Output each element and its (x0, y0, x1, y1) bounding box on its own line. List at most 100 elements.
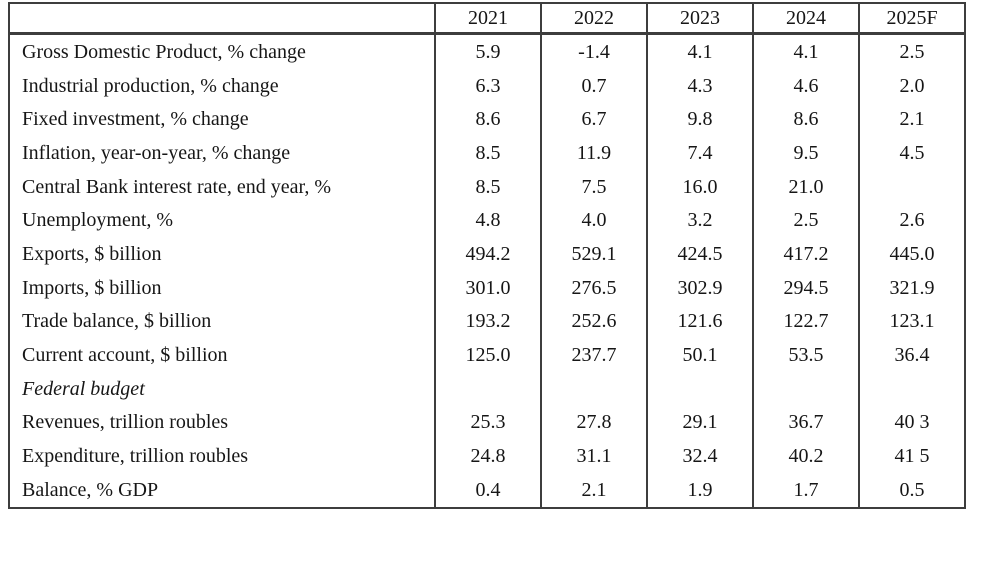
cell-value: 445.0 (858, 237, 965, 271)
table-row-exports: Exports, $ billion 494.2 529.1 424.5 417… (9, 237, 965, 271)
header-empty-cell (9, 3, 435, 35)
cell-value: 25.3 (434, 405, 541, 440)
cell-value (858, 371, 965, 406)
table-row-industrial-production: Industrial production, % change 6.3 0.7 … (9, 68, 965, 103)
cell-value: 294.5 (752, 270, 859, 305)
cell-value: 417.2 (752, 237, 859, 271)
cell-value: 424.5 (646, 237, 753, 271)
row-label: Trade balance, $ billion (22, 310, 212, 333)
cell-value: 24.8 (434, 439, 541, 473)
cell-value: 41 5 (858, 439, 965, 473)
cell-value: 1.7 (752, 472, 859, 508)
table-row-expenditure: Expenditure, trillion roubles 24.8 31.1 … (9, 439, 965, 473)
table-row-revenues: Revenues, trillion roubles 25.3 27.8 29.… (9, 405, 965, 440)
cell-value: 122.7 (752, 304, 859, 339)
row-label: Industrial production, % change (22, 74, 279, 97)
cell-value: 121.6 (646, 304, 753, 339)
table-row-imports: Imports, $ billion 301.0 276.5 302.9 294… (9, 270, 965, 305)
table-row-federal-budget-section: Federal budget (9, 371, 965, 406)
row-label: Gross Domestic Product, % change (22, 40, 306, 63)
cell-value: 50.1 (646, 338, 753, 372)
table-row-current-account: Current account, $ billion 125.0 237.7 5… (9, 338, 965, 372)
table-row-gdp: Gross Domestic Product, % change 5.9 -1.… (9, 33, 965, 69)
cell-value: 276.5 (540, 270, 647, 305)
row-label: Inflation, year-on-year, % change (22, 141, 291, 164)
row-label: Unemployment, % (22, 209, 174, 232)
row-label: Revenues, trillion roubles (22, 411, 229, 434)
cell-value: 4.0 (540, 203, 647, 238)
cell-value: 4.8 (434, 203, 541, 238)
cell-value: 123.1 (858, 304, 965, 339)
row-label: Fixed investment, % change (22, 108, 249, 131)
row-label: Central Bank interest rate, end year, % (22, 175, 332, 198)
cell-value: 5.9 (434, 33, 541, 69)
cell-value: 40 3 (858, 405, 965, 440)
cell-value: 16.0 (646, 169, 753, 204)
column-header-2021: 2021 (434, 3, 541, 35)
cell-value: 2.5 (752, 203, 859, 238)
cell-value: -1.4 (540, 33, 647, 69)
row-label: Balance, % GDP (22, 478, 159, 501)
cell-value: 302.9 (646, 270, 753, 305)
row-label: Expenditure, trillion roubles (22, 445, 249, 468)
row-label: Federal budget (22, 377, 145, 400)
row-label: Current account, $ billion (22, 344, 228, 367)
cell-value: 0.5 (858, 472, 965, 508)
cell-value: 4.1 (646, 33, 753, 69)
cell-value: 40.2 (752, 439, 859, 473)
table-row-central-bank-rate: Central Bank interest rate, end year, % … (9, 169, 965, 204)
cell-value: 4.6 (752, 68, 859, 103)
cell-value: 8.6 (752, 102, 859, 137)
cell-value: 21.0 (752, 169, 859, 204)
cell-value: 2.6 (858, 203, 965, 238)
cell-value: 494.2 (434, 237, 541, 271)
cell-value: 125.0 (434, 338, 541, 372)
cell-value: 4.5 (858, 136, 965, 170)
cell-value: 29.1 (646, 405, 753, 440)
cell-value: 2.5 (858, 33, 965, 69)
cell-value: 9.5 (752, 136, 859, 170)
table-row-fixed-investment: Fixed investment, % change 8.6 6.7 9.8 8… (9, 102, 965, 137)
cell-value: 237.7 (540, 338, 647, 372)
cell-value: 6.7 (540, 102, 647, 137)
cell-value: 301.0 (434, 270, 541, 305)
header-row: 2021 2022 2023 2024 2025F (9, 3, 965, 35)
cell-value (646, 371, 753, 406)
cell-value: 6.3 (434, 68, 541, 103)
cell-value: 3.2 (646, 203, 753, 238)
cell-value: 1.9 (646, 472, 753, 508)
cell-value: 321.9 (858, 270, 965, 305)
table-row-inflation: Inflation, year-on-year, % change 8.5 11… (9, 136, 965, 170)
economic-indicators-table: 2021 2022 2023 2024 2025F Gross Domestic… (8, 2, 966, 509)
cell-value: 8.6 (434, 102, 541, 137)
column-header-2022: 2022 (540, 3, 647, 35)
table-row-balance-gdp: Balance, % GDP 0.4 2.1 1.9 1.7 0.5 (9, 472, 965, 508)
cell-value: 27.8 (540, 405, 647, 440)
cell-value (434, 371, 541, 406)
cell-value: 2.0 (858, 68, 965, 103)
cell-value (752, 371, 859, 406)
column-header-2024: 2024 (752, 3, 859, 35)
cell-value: 9.8 (646, 102, 753, 137)
row-label: Imports, $ billion (22, 276, 162, 299)
cell-value: 4.3 (646, 68, 753, 103)
cell-value: 193.2 (434, 304, 541, 339)
cell-value: 53.5 (752, 338, 859, 372)
cell-value: 7.4 (646, 136, 753, 170)
column-header-2025f: 2025F (858, 3, 965, 35)
cell-value: 4.1 (752, 33, 859, 69)
cell-value (858, 169, 965, 204)
cell-value: 8.5 (434, 136, 541, 170)
table-row-trade-balance: Trade balance, $ billion 193.2 252.6 121… (9, 304, 965, 339)
cell-value: 7.5 (540, 169, 647, 204)
column-header-2023: 2023 (646, 3, 753, 35)
cell-value: 0.4 (434, 472, 541, 508)
cell-value: 529.1 (540, 237, 647, 271)
cell-value: 0.7 (540, 68, 647, 103)
row-label: Exports, $ billion (22, 242, 162, 265)
cell-value: 252.6 (540, 304, 647, 339)
cell-value: 32.4 (646, 439, 753, 473)
cell-value: 36.7 (752, 405, 859, 440)
cell-value: 31.1 (540, 439, 647, 473)
